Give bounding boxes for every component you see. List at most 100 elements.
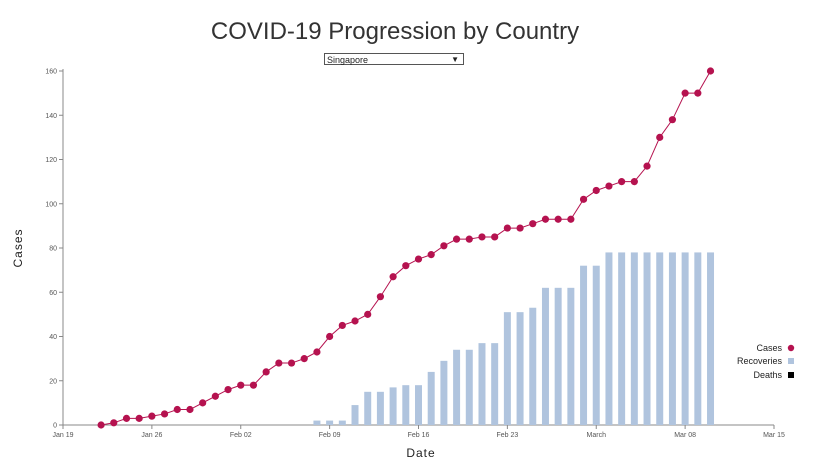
case-point xyxy=(681,89,689,97)
case-point xyxy=(605,182,613,190)
y-tick-label: 60 xyxy=(49,290,57,297)
y-axis-label: Cases xyxy=(11,228,25,267)
recovery-bar xyxy=(503,312,511,425)
country-select-value: Singapore xyxy=(327,55,369,65)
case-point xyxy=(643,162,651,170)
case-point xyxy=(503,224,511,232)
case-point xyxy=(135,414,143,422)
y-tick-label: 0 xyxy=(53,423,57,430)
x-tick-label: Feb 02 xyxy=(230,432,252,439)
case-point xyxy=(592,186,600,195)
case-point xyxy=(351,317,359,325)
x-tick-label: Mar 15 xyxy=(763,432,785,439)
x-tick-label: Feb 23 xyxy=(496,432,518,439)
case-point xyxy=(122,414,131,422)
case-point xyxy=(402,262,410,270)
legend: Cases Recoveries Deaths xyxy=(737,343,795,380)
chevron-down-icon: ▼ xyxy=(451,55,459,64)
case-point xyxy=(186,405,194,414)
y-tick-label: 120 xyxy=(45,157,57,164)
x-tick-label: Jan 19 xyxy=(52,432,73,439)
case-point xyxy=(199,399,207,407)
case-point xyxy=(618,178,626,186)
recoveries-bars xyxy=(313,252,715,425)
case-point xyxy=(326,332,334,341)
recovery-bar xyxy=(567,287,575,425)
recovery-bar xyxy=(605,252,613,425)
legend-label-cases: Cases xyxy=(756,343,782,353)
case-point xyxy=(414,255,423,263)
case-point xyxy=(452,235,461,243)
case-point xyxy=(110,419,118,427)
x-tick-label: Mar 08 xyxy=(674,432,696,439)
recovery-bar xyxy=(707,252,715,425)
cases-line-group xyxy=(97,67,715,429)
recovery-bar xyxy=(453,349,461,425)
axis-labels: Date Cases xyxy=(11,228,435,460)
recovery-bar xyxy=(643,252,651,425)
recovery-bar xyxy=(694,252,702,425)
country-select[interactable]: Singapore ▼ xyxy=(324,53,464,65)
chart-title: COVID-19 Progression by Country xyxy=(210,18,580,45)
x-axis-label: Date xyxy=(406,446,435,460)
case-point xyxy=(173,405,181,414)
case-point xyxy=(160,410,169,418)
case-point xyxy=(237,381,245,389)
recovery-bar xyxy=(415,385,422,425)
case-point xyxy=(478,233,486,241)
case-point xyxy=(554,215,562,223)
case-point xyxy=(516,224,524,232)
recovery-bar xyxy=(440,360,448,425)
case-point xyxy=(529,220,537,228)
case-point xyxy=(541,215,550,223)
case-point xyxy=(694,89,702,97)
y-tick-label: 100 xyxy=(45,201,57,208)
case-point xyxy=(630,178,638,186)
recovery-bar xyxy=(402,385,410,425)
case-point xyxy=(338,321,346,330)
recovery-bar xyxy=(554,287,562,425)
recovery-bar xyxy=(668,252,676,425)
x-tick-label: Feb 16 xyxy=(408,432,430,439)
recovery-bar xyxy=(465,349,473,425)
case-point xyxy=(262,368,270,376)
y-tick-label: 40 xyxy=(49,334,57,341)
recovery-bar xyxy=(478,343,486,425)
recovery-bar xyxy=(618,252,626,425)
axes-group: 0 20 40 60 80 100 120 140 160 Jan 19 Jan 26 Feb 02 F… xyxy=(45,69,785,440)
recovery-bar xyxy=(580,265,588,425)
legend-label-recoveries: Recoveries xyxy=(737,356,783,366)
case-point xyxy=(668,116,677,124)
recovery-bar xyxy=(656,252,664,425)
case-point xyxy=(97,421,105,429)
legend-marker-cases xyxy=(787,344,795,352)
case-point xyxy=(427,251,435,259)
recovery-bar xyxy=(376,391,384,425)
case-point xyxy=(300,355,308,363)
case-point xyxy=(465,235,473,243)
case-point xyxy=(376,293,385,301)
recovery-bar xyxy=(427,371,435,425)
case-point xyxy=(211,392,219,400)
y-tick-label: 160 xyxy=(45,69,57,76)
case-point xyxy=(656,133,664,141)
case-point xyxy=(364,310,372,318)
recovery-bar xyxy=(338,420,346,425)
case-point xyxy=(275,359,283,367)
case-point xyxy=(287,359,296,367)
recovery-bar xyxy=(516,312,524,425)
case-point xyxy=(440,242,448,250)
case-point xyxy=(148,412,156,420)
y-tick-label: 20 xyxy=(49,378,57,385)
case-point xyxy=(249,381,258,389)
case-point xyxy=(579,195,588,203)
recovery-bar xyxy=(364,391,372,425)
recovery-bar xyxy=(326,420,334,425)
x-tick-label: Jan 26 xyxy=(141,432,162,439)
recovery-bar xyxy=(681,252,689,425)
recovery-bar xyxy=(630,252,638,425)
recovery-bar xyxy=(389,387,397,425)
x-tick-label: Feb 09 xyxy=(319,432,341,439)
legend-label-deaths: Deaths xyxy=(753,370,782,380)
